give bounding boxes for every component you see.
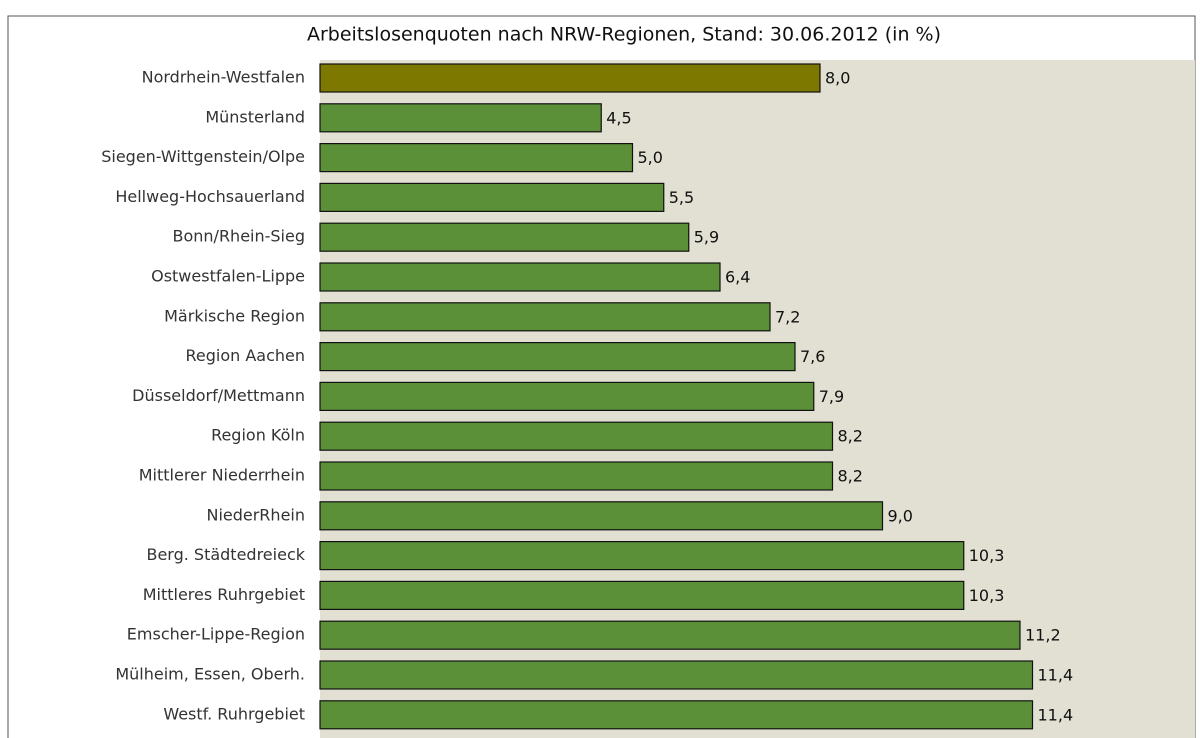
category-label: Münsterland <box>205 107 305 126</box>
value-label: 5,5 <box>669 188 694 207</box>
category-label: Mittlerer Niederrhein <box>139 466 305 485</box>
value-label: 7,6 <box>800 347 825 366</box>
category-label: Nordrhein-Westfalen <box>142 68 305 87</box>
category-label: Region Köln <box>211 426 305 445</box>
value-label: 11,4 <box>1038 705 1074 724</box>
bar <box>319 63 821 93</box>
value-label: 11,2 <box>1025 626 1061 645</box>
bar <box>319 262 721 292</box>
bar <box>319 461 834 491</box>
value-label: 6,4 <box>725 268 750 287</box>
category-label: Region Aachen <box>185 346 305 365</box>
bar <box>319 580 965 611</box>
chart-title: Arbeitslosenquoten nach NRW-Regionen, St… <box>307 24 941 46</box>
bar <box>319 381 815 411</box>
value-label: 4,5 <box>606 108 631 127</box>
category-label: Märkische Region <box>164 306 305 325</box>
value-label: 8,0 <box>825 69 850 88</box>
bar <box>319 700 1034 730</box>
bar <box>319 540 965 571</box>
value-label: 11,4 <box>1038 666 1074 685</box>
bar <box>319 660 1034 690</box>
category-label: Bonn/Rhein-Sieg <box>173 227 306 246</box>
category-label: Emscher-Lippe-Region <box>127 625 305 644</box>
bar <box>319 103 602 133</box>
bar <box>319 302 771 332</box>
category-label: Ostwestfalen-Lippe <box>151 267 305 286</box>
bar <box>319 143 634 173</box>
bar <box>319 342 796 372</box>
value-label: 7,2 <box>775 307 800 326</box>
bar <box>319 421 834 451</box>
category-label: Berg. Städtedreieck <box>146 545 305 564</box>
value-label: 10,3 <box>969 546 1005 565</box>
value-label: 8,2 <box>838 467 863 486</box>
value-label: 8,2 <box>838 427 863 446</box>
value-label: 5,9 <box>694 228 719 247</box>
category-label: Mülheim, Essen, Oberh. <box>115 665 305 684</box>
category-label: Westf. Ruhrgebiet <box>163 704 305 723</box>
category-label: Hellweg-Hochsauerland <box>115 187 305 206</box>
category-label: Düsseldorf/Mettmann <box>132 386 305 405</box>
bar <box>319 182 665 212</box>
bar <box>319 222 690 252</box>
category-label: NiederRhein <box>206 505 305 524</box>
value-label: 7,9 <box>819 387 844 406</box>
bar <box>319 620 1021 650</box>
value-label: 9,0 <box>888 506 913 525</box>
bar <box>319 501 884 531</box>
value-label: 10,3 <box>969 586 1005 605</box>
category-label: Mittleres Ruhrgebiet <box>143 585 305 604</box>
value-label: 5,0 <box>638 148 663 167</box>
category-label: Siegen-Wittgenstein/Olpe <box>101 147 305 166</box>
